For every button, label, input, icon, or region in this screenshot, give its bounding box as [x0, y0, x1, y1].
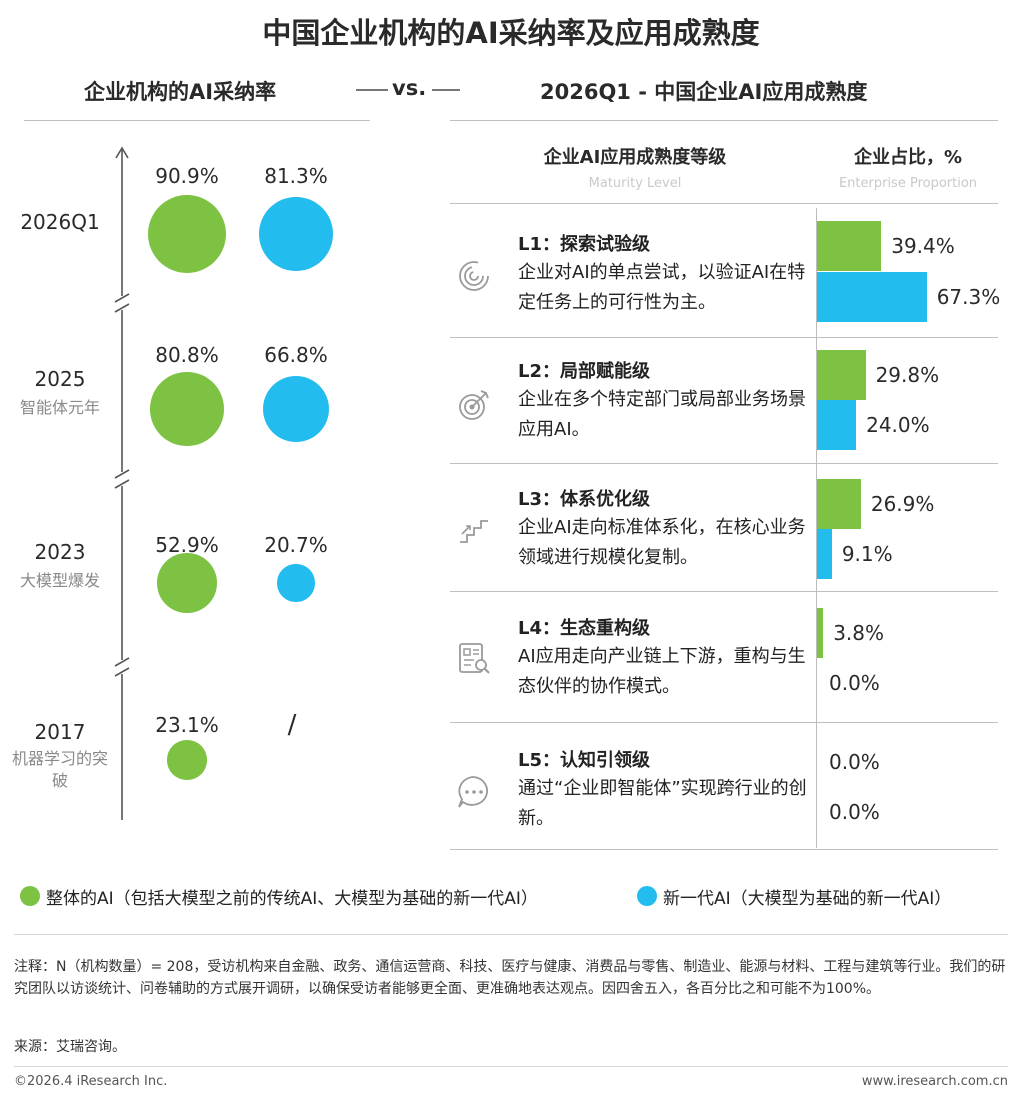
level-title: L3：体系优化级 [518, 489, 650, 510]
overall-rate-label: 23.1% [155, 713, 219, 737]
year-sublabel: 机器学习的突破 [11, 749, 108, 790]
bar-value-label: 29.8% [875, 363, 940, 387]
axis-break-1b [114, 303, 130, 313]
axis-arrow [115, 146, 129, 159]
copyright-divider [14, 1066, 1008, 1067]
footnote: 注释：N（机构数量）= 208，受访机构来自金融、政务、通信运营商、科技、医疗与… [14, 959, 1006, 997]
new-gen-rate-label: 81.3% [264, 164, 328, 188]
new-gen-rate-na: / [287, 710, 297, 740]
new-gen-rate-circle [262, 375, 330, 443]
level-title: L2：局部赋能级 [518, 361, 650, 382]
legend-new-gen-swatch [637, 886, 657, 906]
bar-overall-l4 [817, 608, 824, 658]
bar-value-label: 0.0% [829, 750, 880, 774]
new-gen-rate-label: 66.8% [264, 343, 328, 367]
level-description: 企业对AI的单点尝试，以验证AI在特定任务上的可行性为主。 [518, 262, 806, 313]
bar-new-gen-l3 [817, 529, 832, 579]
vs-dash-right [432, 89, 460, 91]
year-label: 2026Q1 [20, 210, 100, 234]
bar-overall-l2 [817, 350, 866, 400]
level-title: L5：认知引领级 [518, 750, 650, 771]
bar-axis-line [816, 208, 817, 848]
table-divider [450, 463, 998, 464]
year-sublabel: 大模型爆发 [19, 571, 100, 590]
footer-divider [14, 934, 1008, 935]
website: www.iresearch.com.cn [861, 1074, 1008, 1089]
table-divider [450, 722, 998, 723]
chat-bubble-icon [458, 776, 489, 808]
proportion-header: 企业占比，% [853, 147, 963, 168]
new-gen-rate-circle [259, 197, 333, 271]
source-note: 来源：艾瑞咨询。 [14, 1039, 126, 1055]
legend-new-gen-label: 新一代AI（大模型为基础的新一代AI） [663, 889, 952, 909]
level-description: 企业AI走向标准体系化，在核心业务领域进行规模化复制。 [518, 517, 806, 568]
page-title: 中国企业机构的AI采纳率及应用成熟度 [262, 16, 760, 50]
new-gen-rate-label: 20.7% [264, 533, 328, 557]
overall-rate-circle [157, 553, 217, 613]
axis-break-1a [114, 293, 130, 303]
legend-overall-label: 整体的AI（包括大模型之前的传统AI、大模型为基础的新一代AI） [46, 889, 538, 909]
bar-value-label: 9.1% [841, 542, 893, 566]
level-title: L4：生态重构级 [518, 618, 650, 639]
year-sublabel: 智能体元年 [19, 398, 100, 417]
maturity-level-header: 企业AI应用成熟度等级 [543, 147, 727, 168]
level-description: 企业在多个特定部门或局部业务场景应用AI。 [518, 389, 806, 440]
bar-new-gen-l2 [817, 400, 857, 450]
overall-rate-circle [167, 740, 207, 780]
right-subtitle: 2026Q1 - 中国企业AI应用成熟度 [540, 80, 868, 104]
new-gen-rate-circle [277, 564, 315, 602]
bar-value-label: 24.0% [866, 413, 930, 437]
proportion-header-en: Enterprise Proportion [838, 176, 978, 191]
bar-value-label: 67.3% [936, 285, 1001, 309]
overall-rate-label: 52.9% [155, 533, 219, 557]
table-divider [450, 849, 998, 850]
axis-break-3a [114, 657, 130, 667]
bar-overall-l3 [817, 479, 861, 529]
table-divider [450, 203, 998, 204]
axis-break-3b [114, 667, 130, 677]
maturity-level-header-en: Maturity Level [588, 176, 682, 191]
overall-rate-label: 90.9% [155, 164, 219, 188]
table-divider [450, 591, 998, 592]
bar-value-label: 0.0% [829, 800, 880, 824]
bar-value-label: 26.9% [870, 492, 935, 516]
overall-rate-label: 80.8% [155, 343, 219, 367]
target-icon [459, 390, 489, 420]
legend-overall-swatch [20, 886, 40, 906]
year-label: 2025 [34, 367, 86, 391]
level-description: AI应用走向产业链上下游，重构与生态伙伴的协作模式。 [518, 646, 806, 697]
spiral-icon [459, 261, 489, 291]
axis-break-2b [114, 479, 130, 489]
overall-rate-circle [150, 372, 224, 446]
copyright: ©2026.4 iResearch Inc. [14, 1074, 168, 1089]
year-label: 2023 [34, 540, 86, 564]
overall-rate-circle [148, 195, 226, 273]
document-search-icon [459, 643, 490, 674]
left-divider [24, 120, 370, 121]
bar-new-gen-l1 [817, 272, 927, 322]
bar-value-label: 39.4% [891, 234, 955, 258]
level-title: L1：探索试验级 [518, 234, 650, 255]
bar-value-label: 0.0% [829, 671, 880, 695]
timeline-axis [114, 146, 130, 820]
right-divider [450, 120, 998, 121]
year-label: 2017 [34, 720, 86, 744]
bar-value-label: 3.8% [833, 621, 884, 645]
vs-label: vs. [392, 76, 427, 100]
vs-dash-left [356, 89, 388, 91]
bar-overall-l1 [817, 221, 882, 271]
level-description: 通过“企业即智能体”实现跨行业的创新。 [518, 778, 807, 829]
axis-break-2a [114, 469, 130, 479]
stairs-icon [460, 520, 488, 543]
table-divider [450, 337, 998, 338]
left-subtitle: 企业机构的AI采纳率 [84, 80, 277, 104]
